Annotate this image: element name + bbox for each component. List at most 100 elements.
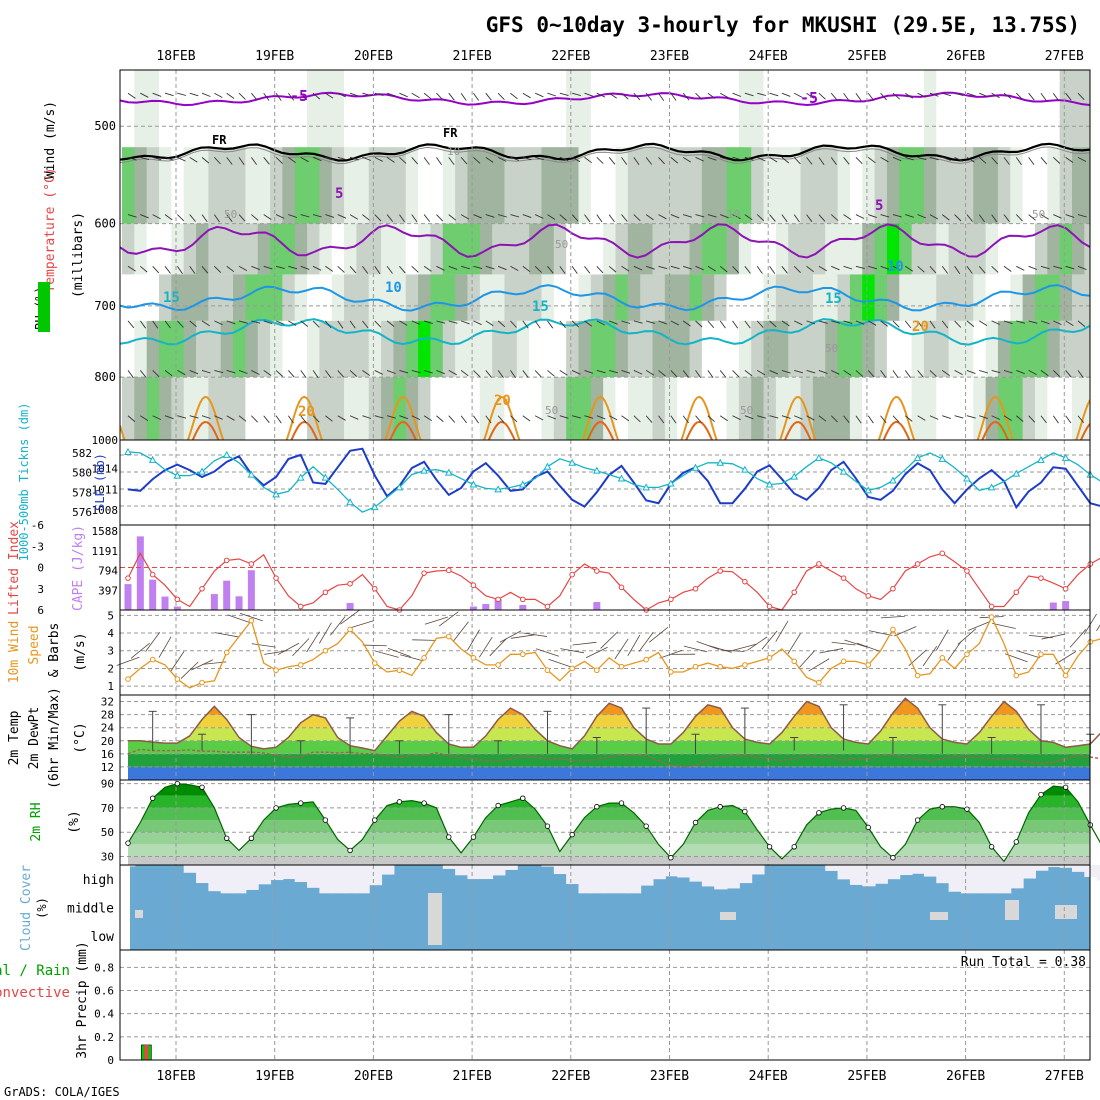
rh-shade-cell: [492, 223, 506, 275]
rh-shade-cell: [134, 377, 148, 440]
wind-barb: [1003, 369, 1013, 374]
wind-barb: [127, 214, 137, 218]
wind-barb: [695, 415, 702, 423]
rh-shade-cell: [183, 70, 198, 148]
rh-shade-cell: [837, 377, 851, 440]
wind-barb: [510, 214, 520, 218]
rh-shade-cell: [196, 223, 210, 275]
cape-bar: [482, 604, 490, 610]
wind-barb: [892, 370, 899, 379]
rh2m-point: [816, 810, 822, 816]
li-point: [840, 575, 847, 581]
thickness-point: [346, 498, 354, 506]
wind-barb: [756, 370, 766, 376]
cloud-high-gap: [294, 865, 309, 883]
wind-barb: [176, 266, 183, 274]
rh-shade-cell: [689, 147, 703, 224]
wind-barb: [744, 92, 754, 97]
wind-barb: [942, 370, 950, 376]
wind-barb: [275, 157, 283, 164]
rh-shade-cell: [997, 147, 1012, 224]
wind-barb: [1077, 415, 1085, 423]
rh-shade-cell: [368, 377, 383, 440]
cloud-high-gap: [603, 865, 617, 894]
wind-barb: [917, 156, 927, 161]
rh-shade-cell: [923, 70, 938, 148]
rh-shade-cell: [430, 147, 444, 224]
wind-barb: [584, 415, 594, 419]
rh-shade-cell: [1084, 274, 1090, 321]
wind-barb: [831, 265, 840, 271]
rh-shade-cell: [171, 70, 185, 148]
rh-shade-cell: [220, 70, 235, 148]
rh-shade-cell: [578, 274, 592, 321]
wind-barb: [547, 415, 557, 420]
wind-barb: [534, 370, 542, 378]
rh-shade-cell: [442, 377, 457, 440]
rh-shade-cell: [455, 274, 469, 321]
rh-shade-cell: [640, 274, 654, 321]
isotherm-30: [120, 443, 1090, 460]
wind-barb: [177, 320, 184, 328]
thickness-point: [124, 447, 132, 455]
rh-shade-cell: [1097, 321, 1100, 377]
wind-barb: [473, 92, 480, 101]
cloud-high-gap: [652, 865, 666, 880]
rh-shade-cell: [171, 223, 185, 275]
wind-barb: [1040, 415, 1047, 424]
wind-barb: [917, 320, 924, 329]
rh-shade-cell: [590, 223, 605, 275]
rh-label-50: 50: [555, 238, 568, 251]
rh-shade-cell: [862, 377, 876, 440]
wind-barb: [201, 156, 210, 164]
isotherm-label-5: 5: [335, 186, 343, 202]
rh-shade-cell: [1071, 70, 1086, 148]
wind-barb: [288, 214, 298, 218]
rh-shade-cell: [726, 147, 740, 224]
thickness-ytick: 580: [72, 467, 92, 480]
wind-barb: [226, 320, 236, 325]
wind-barb: [1065, 265, 1075, 270]
rh-shade-cell: [344, 147, 358, 224]
rh-shade-cell: [689, 274, 703, 321]
rh-shade-cell: [1034, 274, 1049, 321]
wind10m-point: [742, 662, 748, 668]
wind-barb: [608, 265, 617, 273]
wind-barb: [485, 265, 495, 270]
isotherm-label-15: 15: [163, 290, 180, 306]
wind-barb: [300, 265, 310, 270]
wind-barb: [177, 92, 187, 96]
temp2m-ytick: 24: [101, 722, 115, 735]
cloud-high-gap: [849, 865, 864, 885]
cape-bar: [124, 584, 132, 610]
date-label-top: 27FEB: [1045, 49, 1084, 64]
rh-shade-cell: [516, 70, 531, 148]
li-point: [668, 596, 674, 603]
wind-barb: [830, 157, 837, 165]
rh-shade-cell: [331, 70, 346, 148]
rh-shade-cell: [442, 147, 457, 224]
wind-barb: [547, 320, 554, 329]
cloud-high-gap: [1047, 865, 1061, 868]
rh-shade-cell: [578, 147, 592, 224]
rh-shade-cell: [948, 70, 962, 148]
wind-barb: [238, 92, 246, 100]
rh-shade-cell: [886, 70, 901, 148]
rh-shade-cell: [985, 147, 999, 224]
temp-band: [128, 753, 1090, 767]
rh-shade-cell: [886, 223, 901, 275]
wind10m-barb: [412, 639, 437, 641]
temp-band: [128, 714, 1090, 728]
li-point: [248, 561, 255, 567]
wind-barb: [892, 265, 902, 271]
rh-shade-cell: [529, 147, 543, 224]
precip-ytick: 0.6: [94, 985, 114, 998]
rh-shade-cell: [1059, 223, 1073, 275]
wind-barb: [806, 157, 813, 165]
li-ytick: -3: [31, 540, 44, 553]
wind-barb: [1003, 265, 1012, 272]
slp-ylabel: SLP (mb): [93, 453, 107, 511]
date-label-top: 18FEB: [156, 49, 195, 64]
wind-barb: [1052, 92, 1059, 101]
wind-barb: [201, 92, 211, 97]
